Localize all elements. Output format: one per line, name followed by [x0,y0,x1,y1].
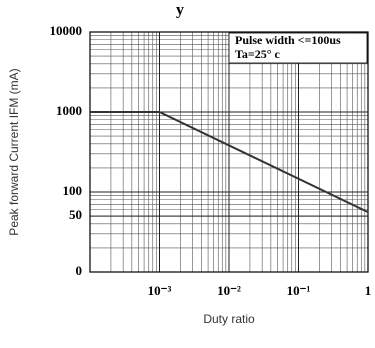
chart-title: y [176,2,184,19]
annotation: Ta=25° c [235,47,281,61]
x-tick-label: 10⁻² [217,283,241,298]
x-tick-label: 10⁻³ [148,283,172,298]
y-tick-label: 50 [69,207,82,222]
y-tick-label: 100 [63,183,83,198]
x-tick-label: 10⁻¹ [287,283,311,298]
plot-frame [89,31,369,273]
annotation: Pulse width <=100us [235,33,341,47]
y-tick-label: 1000 [56,103,82,118]
x-axis-label: Duty ratio [203,312,255,326]
x-tick-label: 1 [365,283,372,298]
y-tick-label: 10000 [50,23,83,38]
y-tick-label: 0 [76,263,83,278]
y-axis-label: Peak forward Current IFM (mA) [7,68,21,235]
data-line [90,111,369,214]
annotation-box [228,32,368,64]
